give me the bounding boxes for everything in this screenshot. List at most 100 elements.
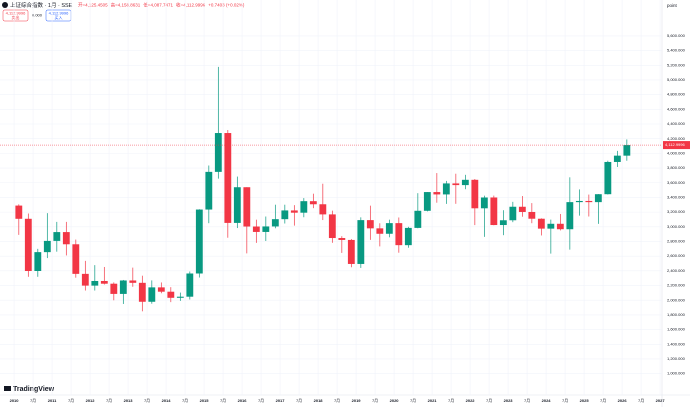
y-tick-label: 1,200.000 (667, 356, 686, 361)
candle-body (585, 200, 593, 203)
y-tick-label: 1,400.000 (667, 341, 686, 346)
candle-body (433, 192, 441, 195)
ohlc-value: 低=4,087.7471 (143, 2, 173, 9)
x-tick-label: 2016 (238, 398, 248, 403)
buy-label: 买入 (55, 14, 63, 20)
unit-label: point (667, 3, 678, 8)
x-tick-label: 2021 (428, 398, 438, 403)
candle-body (528, 211, 536, 219)
y-tick-label: 3,000.000 (667, 224, 686, 229)
candle-body (414, 210, 422, 228)
candle-body (252, 226, 260, 232)
buy-price: 4,112.9996 (49, 11, 69, 16)
candle-body (214, 133, 222, 172)
y-tick-label: 5,400.000 (667, 48, 686, 53)
x-tick-label: 7月 (220, 398, 226, 403)
sell-button[interactable] (2, 9, 29, 22)
candle-body (195, 209, 203, 274)
candle-body (338, 238, 346, 240)
y-tick-label: 3,600.000 (667, 180, 686, 185)
candle-body (262, 226, 270, 232)
candle-body (423, 192, 431, 211)
x-tick-label: 2012 (86, 398, 96, 403)
candle-body (148, 287, 156, 302)
candle-body (100, 280, 108, 284)
candle-body (81, 273, 89, 286)
candle-body (604, 161, 612, 195)
y-tick-label: 4,400.000 (667, 121, 686, 126)
x-tick-label: 2010 (10, 398, 20, 403)
x-tick-label: 7月 (562, 398, 568, 403)
x-tick-label: 7月 (486, 398, 492, 403)
x-tick-label: 2018 (314, 398, 324, 403)
y-tick-label: 2,400.000 (667, 268, 686, 273)
candle-body (537, 218, 545, 229)
x-tick-label: 7月 (600, 398, 606, 403)
candle-body (243, 187, 251, 227)
candle-body (233, 187, 241, 223)
candle-body (129, 280, 137, 283)
candle-body (623, 145, 631, 156)
candle-body (290, 210, 298, 213)
y-tick-label: 5,600.000 (667, 33, 686, 38)
symbol-icon (2, 2, 8, 8)
candle-body (34, 252, 42, 271)
candle-body (138, 282, 146, 302)
y-tick-label: 3,400.000 (667, 194, 686, 199)
y-tick-label: 4,600.000 (667, 106, 686, 111)
candle-body (271, 219, 279, 227)
candle-body (347, 239, 355, 264)
ohlc-value: 高=4,158.8631 (111, 2, 141, 9)
candle-body (15, 205, 23, 219)
candle-body (167, 291, 175, 298)
candle-body (471, 179, 479, 209)
last-price-label: 4,112.9996 (665, 142, 685, 147)
y-tick-label: 3,200.000 (667, 209, 686, 214)
x-tick-label: 2015 (200, 398, 210, 403)
candle-body (319, 204, 327, 215)
x-tick-label: 2022 (466, 398, 476, 403)
candle-body (452, 183, 460, 186)
candle-body (72, 244, 80, 274)
y-tick-label: 1,600.000 (667, 327, 686, 332)
x-tick-label: 7月 (106, 398, 112, 403)
y-tick-label: 4,000.000 (667, 150, 686, 155)
x-tick-label: 2019 (352, 398, 362, 403)
x-tick-label: 7月 (372, 398, 378, 403)
y-tick-label: 4,800.000 (667, 92, 686, 97)
candle-body (43, 240, 51, 253)
candle-body (556, 223, 564, 230)
candle-body (328, 214, 336, 239)
candle-body (395, 223, 403, 246)
x-tick-label: 2014 (162, 398, 172, 403)
x-tick-label: 2017 (276, 398, 286, 403)
x-tick-label: 7月 (144, 398, 150, 403)
candle-body (110, 283, 118, 294)
candle-body (157, 287, 165, 292)
symbol-title[interactable]: 上证综合指数 · 1月 · SSE (10, 1, 73, 9)
x-tick-label: 2026 (618, 398, 628, 403)
y-tick-label: 3,800.000 (667, 165, 686, 170)
candle-body (205, 171, 213, 210)
candle-body (366, 220, 374, 229)
candle-body (376, 228, 384, 234)
candle-body (490, 197, 498, 226)
ohlc-header: 开=4,125.4505 高=4,158.8631 低=4,087.7471 收=4,… (78, 2, 245, 9)
x-tick-label: 2024 (542, 398, 552, 403)
candle-body (385, 223, 393, 234)
candle-body (509, 206, 517, 221)
y-tick-label: 2,000.000 (667, 297, 686, 302)
x-tick-label: 2011 (48, 398, 57, 403)
candle-body (53, 232, 61, 241)
candle-body (281, 210, 289, 220)
sell-label: 卖出 (12, 14, 20, 20)
x-tick-label: 7月 (258, 398, 264, 403)
candle-body (480, 197, 488, 209)
brand: TradingView (13, 386, 55, 393)
spread: 0.000 (32, 13, 43, 18)
candle-body (404, 227, 412, 246)
x-tick-label: 7月 (524, 398, 530, 403)
y-tick-label: 2,800.000 (667, 239, 686, 244)
x-tick-label: 2027 (656, 398, 666, 403)
